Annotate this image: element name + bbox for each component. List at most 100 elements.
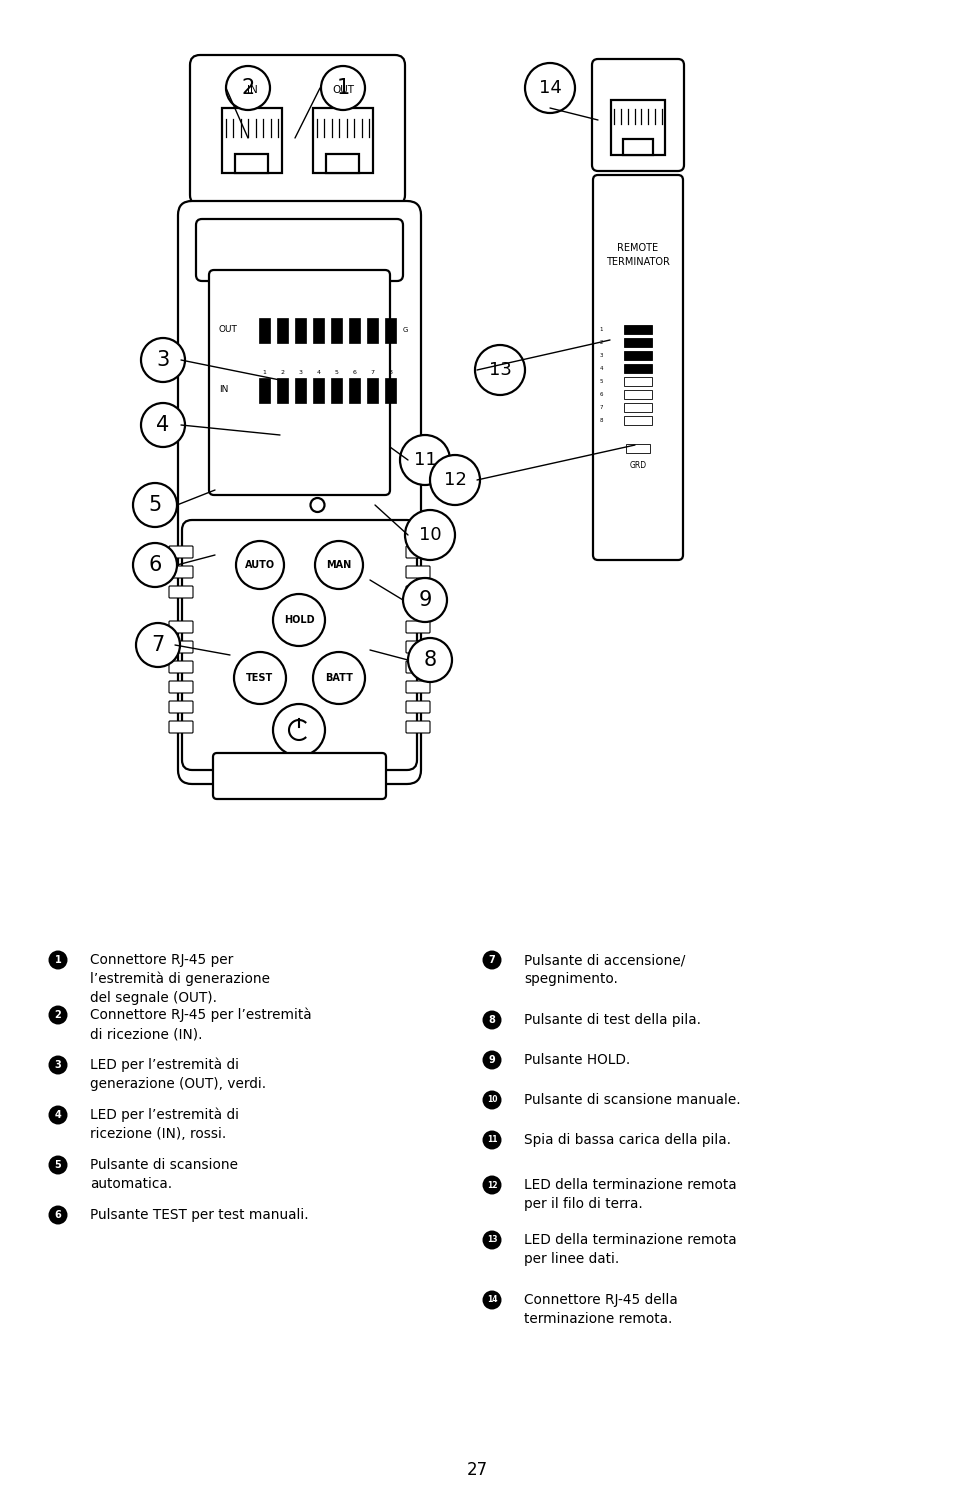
Text: spegnimento.: spegnimento. [523,972,618,986]
Circle shape [132,483,177,526]
FancyBboxPatch shape [593,176,682,560]
Text: 12: 12 [443,471,466,489]
Bar [385,378,395,402]
Circle shape [482,951,501,969]
Text: GRD: GRD [629,460,646,470]
Text: 1: 1 [262,370,266,375]
Circle shape [310,498,324,512]
Bar [294,318,306,342]
Bar [623,376,651,386]
Circle shape [524,63,575,112]
Text: 4: 4 [598,366,602,370]
Text: l’estremità di generazione: l’estremità di generazione [90,972,270,987]
Bar [222,108,282,172]
FancyBboxPatch shape [406,640,430,652]
Bar [313,318,324,342]
FancyBboxPatch shape [406,681,430,693]
Circle shape [141,404,185,447]
Bar [331,318,341,342]
FancyBboxPatch shape [169,662,193,674]
Text: 2: 2 [598,340,602,345]
Text: generazione (OUT), verdi.: generazione (OUT), verdi. [90,1077,266,1090]
Bar [623,416,651,424]
Bar [276,318,288,342]
Circle shape [49,1206,68,1224]
Text: 5: 5 [54,1160,61,1170]
FancyBboxPatch shape [190,56,405,206]
Bar [326,154,359,172]
Circle shape [482,1290,501,1310]
Text: Pulsante di accensione/: Pulsante di accensione/ [523,952,684,968]
Text: IN: IN [247,86,257,94]
Text: 2: 2 [54,1010,61,1020]
Circle shape [482,1176,501,1194]
Circle shape [408,638,452,682]
FancyBboxPatch shape [169,700,193,712]
Bar [349,378,359,402]
Circle shape [314,542,363,590]
Text: 7: 7 [370,370,375,375]
Text: 8: 8 [423,650,436,670]
Text: 4: 4 [316,370,320,375]
FancyBboxPatch shape [169,621,193,633]
Text: 14: 14 [486,1296,497,1305]
Text: REMOTE
TERMINATOR: REMOTE TERMINATOR [605,243,669,267]
Bar [235,154,268,172]
Text: 3: 3 [54,1060,61,1070]
Circle shape [482,1131,501,1149]
Text: LED per l’estremità di: LED per l’estremità di [90,1058,239,1072]
Bar [367,378,377,402]
Text: automatica.: automatica. [90,1178,172,1191]
Text: di ricezione (IN).: di ricezione (IN). [90,1028,202,1041]
Bar [623,351,651,360]
Circle shape [141,338,185,382]
Circle shape [482,1230,501,1250]
Circle shape [399,435,450,484]
FancyBboxPatch shape [169,546,193,558]
Text: LED per l’estremità di: LED per l’estremità di [90,1107,239,1122]
Circle shape [233,652,286,704]
Bar [623,404,651,412]
Circle shape [49,951,68,969]
Text: 11: 11 [486,1136,497,1144]
Text: per il filo di terra.: per il filo di terra. [523,1197,642,1210]
FancyBboxPatch shape [406,566,430,578]
Text: Pulsante TEST per test manuali.: Pulsante TEST per test manuali. [90,1208,309,1222]
Text: 2: 2 [280,370,284,375]
Text: 2: 2 [241,78,254,98]
Text: 6: 6 [54,1210,61,1219]
Text: 8: 8 [388,370,392,375]
Circle shape [402,578,447,622]
FancyBboxPatch shape [195,219,402,280]
FancyBboxPatch shape [209,270,390,495]
FancyBboxPatch shape [169,722,193,734]
FancyBboxPatch shape [406,621,430,633]
Text: 4: 4 [156,416,170,435]
Bar [276,378,288,402]
Text: Pulsante di scansione: Pulsante di scansione [90,1158,237,1172]
FancyBboxPatch shape [169,586,193,598]
Text: Connettore RJ-45 per: Connettore RJ-45 per [90,952,233,968]
Text: 3: 3 [298,370,302,375]
Bar [258,318,270,342]
Bar [622,140,652,154]
Circle shape [132,543,177,586]
Text: 6: 6 [598,392,602,398]
Text: Pulsante HOLD.: Pulsante HOLD. [523,1053,630,1066]
Text: 13: 13 [486,1236,497,1245]
FancyBboxPatch shape [182,520,416,770]
Text: 7: 7 [598,405,602,410]
Text: per linee dati.: per linee dati. [523,1252,618,1266]
Circle shape [49,1005,68,1025]
Text: Pulsante di scansione manuale.: Pulsante di scansione manuale. [523,1094,740,1107]
FancyBboxPatch shape [406,586,430,598]
Bar [313,108,373,172]
Circle shape [273,594,325,646]
Circle shape [49,1106,68,1125]
Text: OUT: OUT [332,86,354,94]
Text: HOLD: HOLD [283,615,314,626]
Bar [294,378,306,402]
Text: 1: 1 [598,327,602,332]
Text: 4: 4 [54,1110,61,1120]
Text: IN: IN [219,386,228,394]
